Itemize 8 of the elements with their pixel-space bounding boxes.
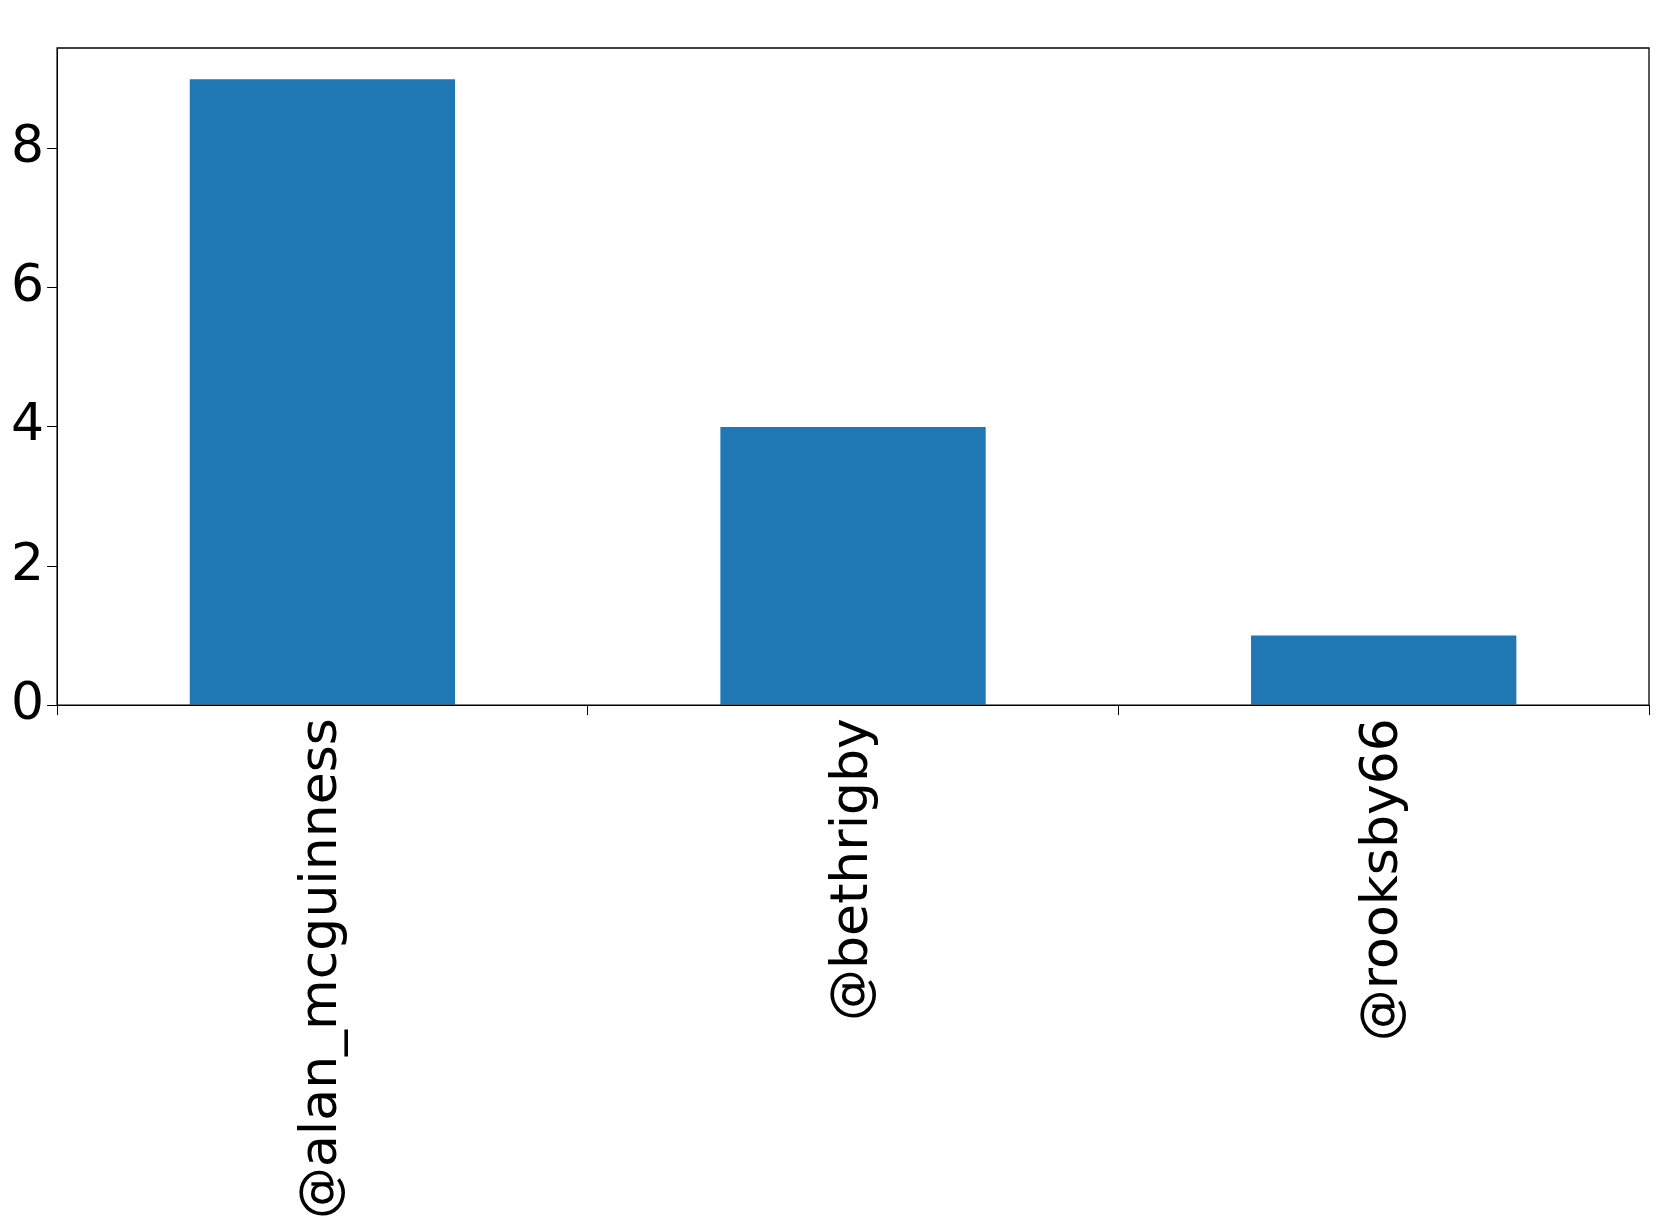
y-tick-label: 0 bbox=[10, 670, 45, 731]
y-tick-label: 6 bbox=[10, 253, 45, 314]
y-tick-label: 2 bbox=[10, 531, 45, 592]
x-tick-label: @rooksby66 bbox=[1349, 718, 1410, 1042]
x-tick-label: @bethrigby bbox=[818, 718, 879, 1022]
x-tick-label: @alan_mcguinness bbox=[287, 718, 348, 1220]
y-tick-label: 8 bbox=[10, 114, 45, 175]
y-tick-label: 4 bbox=[10, 392, 45, 453]
